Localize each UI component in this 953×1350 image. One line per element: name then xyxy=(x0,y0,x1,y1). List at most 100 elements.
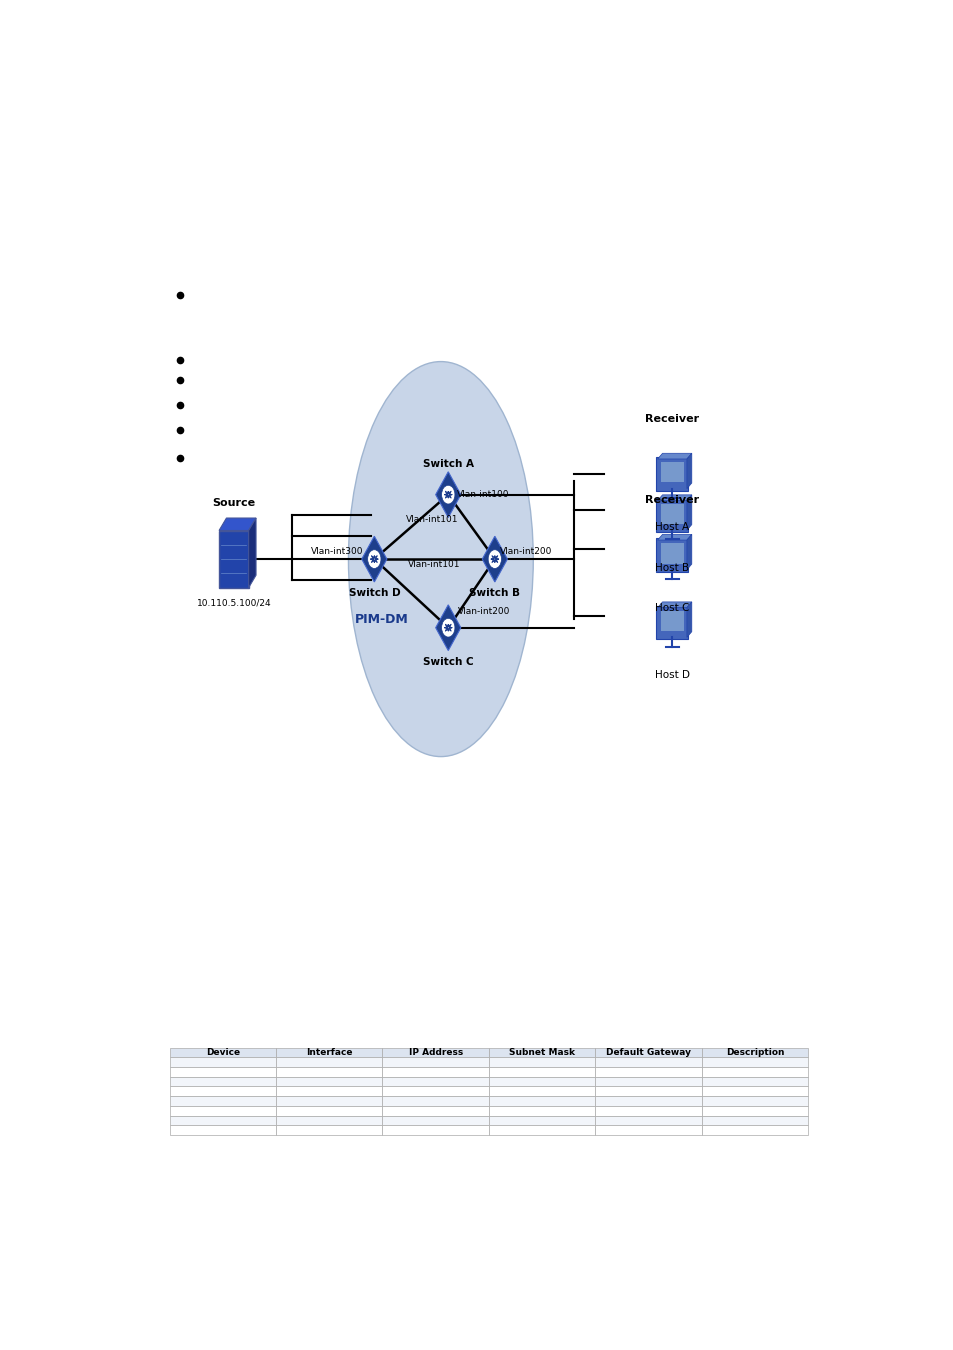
FancyBboxPatch shape xyxy=(701,1096,807,1106)
FancyBboxPatch shape xyxy=(275,1057,382,1066)
FancyBboxPatch shape xyxy=(170,1126,275,1135)
FancyBboxPatch shape xyxy=(275,1087,382,1096)
FancyBboxPatch shape xyxy=(219,531,249,587)
Text: Host B: Host B xyxy=(655,563,689,574)
Polygon shape xyxy=(657,495,691,501)
Text: Receiver: Receiver xyxy=(644,414,699,424)
FancyBboxPatch shape xyxy=(382,1115,488,1126)
Text: Description: Description xyxy=(725,1048,783,1057)
FancyBboxPatch shape xyxy=(488,1066,595,1077)
FancyBboxPatch shape xyxy=(595,1106,701,1115)
FancyBboxPatch shape xyxy=(488,1057,595,1066)
Text: Switch A: Switch A xyxy=(422,459,474,468)
Text: Source: Source xyxy=(213,498,255,508)
FancyBboxPatch shape xyxy=(170,1048,275,1057)
Text: Switch C: Switch C xyxy=(422,657,473,667)
Polygon shape xyxy=(436,605,460,651)
Text: 10.110.5.100/24: 10.110.5.100/24 xyxy=(196,598,271,608)
FancyBboxPatch shape xyxy=(488,1048,595,1057)
Text: IP Address: IP Address xyxy=(408,1048,462,1057)
FancyBboxPatch shape xyxy=(595,1126,701,1135)
FancyBboxPatch shape xyxy=(595,1048,701,1057)
FancyBboxPatch shape xyxy=(701,1066,807,1077)
FancyBboxPatch shape xyxy=(656,456,688,491)
FancyBboxPatch shape xyxy=(595,1087,701,1096)
FancyBboxPatch shape xyxy=(488,1096,595,1106)
FancyBboxPatch shape xyxy=(275,1096,382,1106)
FancyBboxPatch shape xyxy=(275,1115,382,1126)
Text: Switch B: Switch B xyxy=(469,589,519,598)
FancyBboxPatch shape xyxy=(488,1077,595,1087)
FancyBboxPatch shape xyxy=(595,1057,701,1066)
FancyBboxPatch shape xyxy=(170,1057,275,1066)
Text: Vlan-int101: Vlan-int101 xyxy=(406,516,458,524)
FancyBboxPatch shape xyxy=(170,1066,275,1077)
FancyBboxPatch shape xyxy=(275,1048,382,1057)
FancyBboxPatch shape xyxy=(595,1096,701,1106)
FancyBboxPatch shape xyxy=(701,1048,807,1057)
FancyBboxPatch shape xyxy=(656,606,688,640)
Text: Device: Device xyxy=(206,1048,239,1057)
Polygon shape xyxy=(657,602,691,608)
FancyBboxPatch shape xyxy=(488,1087,595,1096)
Circle shape xyxy=(488,549,501,568)
FancyBboxPatch shape xyxy=(656,539,688,572)
FancyBboxPatch shape xyxy=(170,1087,275,1096)
FancyBboxPatch shape xyxy=(701,1077,807,1087)
Text: PIM-DM: PIM-DM xyxy=(355,613,408,626)
FancyBboxPatch shape xyxy=(382,1096,488,1106)
FancyBboxPatch shape xyxy=(382,1057,488,1066)
FancyBboxPatch shape xyxy=(382,1126,488,1135)
Text: Switch D: Switch D xyxy=(348,589,399,598)
FancyBboxPatch shape xyxy=(170,1115,275,1126)
FancyBboxPatch shape xyxy=(595,1115,701,1126)
Circle shape xyxy=(367,549,380,568)
Polygon shape xyxy=(686,495,691,531)
FancyBboxPatch shape xyxy=(488,1106,595,1115)
FancyBboxPatch shape xyxy=(701,1126,807,1135)
Text: Host A: Host A xyxy=(655,521,689,532)
Polygon shape xyxy=(686,454,691,489)
FancyBboxPatch shape xyxy=(701,1115,807,1126)
Text: Vlan-int100: Vlan-int100 xyxy=(456,490,509,500)
Circle shape xyxy=(441,485,455,504)
FancyBboxPatch shape xyxy=(660,612,683,630)
FancyBboxPatch shape xyxy=(656,498,688,532)
Text: Vlan-int200: Vlan-int200 xyxy=(457,606,510,616)
FancyBboxPatch shape xyxy=(701,1057,807,1066)
Text: Host D: Host D xyxy=(654,671,689,680)
Circle shape xyxy=(441,618,455,637)
FancyBboxPatch shape xyxy=(170,1096,275,1106)
Text: Subnet Mask: Subnet Mask xyxy=(509,1048,575,1057)
Text: Receiver: Receiver xyxy=(644,495,699,505)
FancyBboxPatch shape xyxy=(382,1106,488,1115)
FancyBboxPatch shape xyxy=(660,504,683,524)
Polygon shape xyxy=(361,536,387,582)
FancyBboxPatch shape xyxy=(701,1106,807,1115)
FancyBboxPatch shape xyxy=(595,1077,701,1087)
Polygon shape xyxy=(686,602,691,637)
FancyBboxPatch shape xyxy=(488,1115,595,1126)
Polygon shape xyxy=(686,535,691,570)
Polygon shape xyxy=(657,454,691,459)
Polygon shape xyxy=(436,471,460,517)
Text: Default Gateway: Default Gateway xyxy=(605,1048,690,1057)
FancyBboxPatch shape xyxy=(660,462,683,482)
Polygon shape xyxy=(482,536,507,582)
FancyBboxPatch shape xyxy=(275,1066,382,1077)
FancyBboxPatch shape xyxy=(382,1048,488,1057)
FancyBboxPatch shape xyxy=(170,1106,275,1115)
FancyBboxPatch shape xyxy=(488,1126,595,1135)
Text: Vlan-int101: Vlan-int101 xyxy=(407,560,459,568)
Polygon shape xyxy=(249,518,255,587)
FancyBboxPatch shape xyxy=(595,1066,701,1077)
Text: Interface: Interface xyxy=(306,1048,352,1057)
FancyBboxPatch shape xyxy=(382,1077,488,1087)
Text: Host C: Host C xyxy=(655,602,689,613)
Ellipse shape xyxy=(348,362,533,756)
FancyBboxPatch shape xyxy=(382,1066,488,1077)
Polygon shape xyxy=(657,535,691,540)
Polygon shape xyxy=(219,518,255,531)
Text: Vlan-int200: Vlan-int200 xyxy=(499,547,552,556)
FancyBboxPatch shape xyxy=(701,1087,807,1096)
